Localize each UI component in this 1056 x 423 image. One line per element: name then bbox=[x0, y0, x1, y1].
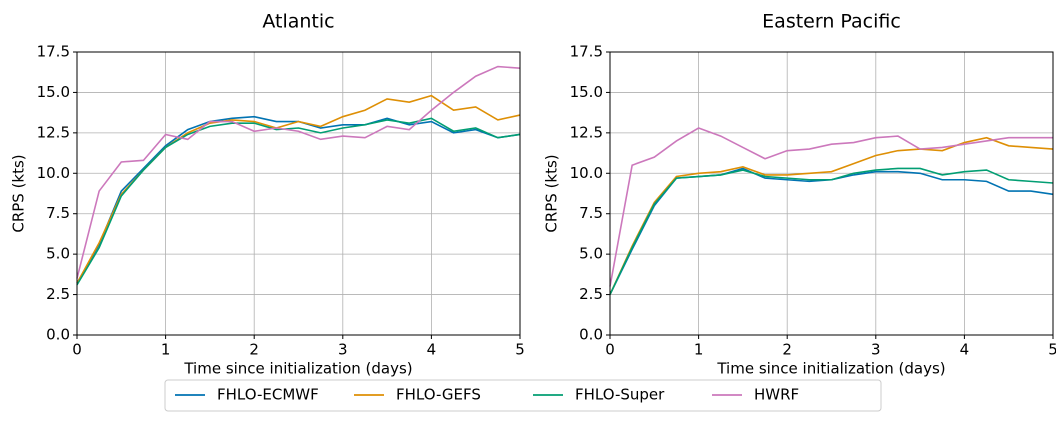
legend-label: HWRF bbox=[754, 386, 799, 404]
y-tick-label: 2.5 bbox=[46, 285, 70, 303]
y-tick-label: 0.0 bbox=[46, 326, 70, 344]
y-tick-label: 17.5 bbox=[570, 43, 603, 61]
x-tick-label: 0 bbox=[72, 341, 82, 359]
y-tick-label: 5.0 bbox=[579, 245, 603, 263]
y-tick-label: 10.0 bbox=[570, 164, 603, 182]
y-axis-label: CRPS (kts) bbox=[10, 154, 28, 232]
y-tick-label: 17.5 bbox=[37, 43, 70, 61]
x-tick-label: 3 bbox=[338, 341, 348, 359]
x-axis-label: Time since initialization (days) bbox=[716, 360, 945, 378]
x-tick-label: 3 bbox=[871, 341, 881, 359]
y-tick-label: 15.0 bbox=[37, 83, 70, 101]
legend-label: FHLO-Super bbox=[575, 386, 665, 404]
x-tick-label: 4 bbox=[427, 341, 437, 359]
series-line bbox=[609, 136, 1054, 295]
y-tick-label: 7.5 bbox=[579, 204, 603, 222]
x-tick-label: 2 bbox=[782, 341, 792, 359]
y-tick-label: 7.5 bbox=[46, 204, 70, 222]
series-line bbox=[76, 65, 521, 279]
x-tick-label: 0 bbox=[605, 341, 615, 359]
x-tick-label: 5 bbox=[1048, 341, 1056, 359]
series-line bbox=[609, 167, 1054, 295]
legend-box bbox=[164, 379, 882, 412]
series-line bbox=[76, 115, 521, 284]
x-tick-label: 1 bbox=[161, 341, 171, 359]
chart-title: Atlantic bbox=[262, 11, 334, 33]
series-line bbox=[76, 94, 521, 284]
y-tick-label: 5.0 bbox=[46, 245, 70, 263]
y-tick-label: 12.5 bbox=[570, 123, 603, 141]
x-tick-label: 5 bbox=[515, 341, 525, 359]
x-tick-label: 4 bbox=[960, 341, 970, 359]
x-tick-label: 2 bbox=[249, 341, 259, 359]
y-tick-label: 12.5 bbox=[37, 123, 70, 141]
chart-title: Eastern Pacific bbox=[762, 11, 901, 33]
y-tick-label: 0.0 bbox=[579, 326, 603, 344]
series-line bbox=[76, 117, 521, 286]
y-axis-label: CRPS (kts) bbox=[543, 154, 561, 232]
y-tick-label: 10.0 bbox=[37, 164, 70, 182]
series-line bbox=[609, 167, 1054, 295]
plot-frame bbox=[609, 51, 1054, 336]
y-tick-label: 15.0 bbox=[570, 83, 603, 101]
x-axis-label: Time since initialization (days) bbox=[183, 360, 412, 378]
legend-label: FHLO-ECMWF bbox=[217, 386, 319, 404]
y-tick-label: 2.5 bbox=[579, 285, 603, 303]
legend-label: FHLO-GEFS bbox=[396, 386, 481, 404]
series-line bbox=[609, 127, 1053, 287]
plot-frame bbox=[76, 51, 521, 336]
x-tick-label: 1 bbox=[694, 341, 704, 359]
